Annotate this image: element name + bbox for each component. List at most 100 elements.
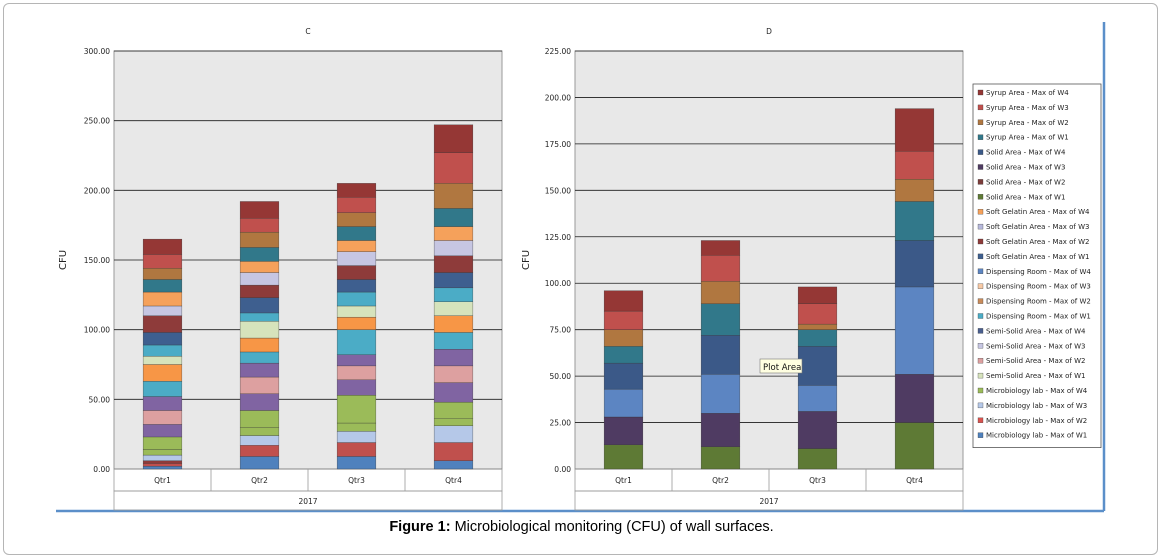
legend-swatch	[977, 194, 984, 200]
legend-entry: Syrup Area - Max of W2	[986, 119, 1069, 127]
bar-segment-c	[239, 297, 280, 314]
bar-segment-c	[239, 321, 280, 339]
bar-segment-c	[142, 315, 183, 333]
bar-segment-d	[797, 411, 838, 449]
bar-segment-c	[239, 427, 280, 436]
bar-segment-c	[336, 305, 377, 318]
y-tick-label-d: 225.00	[545, 47, 571, 56]
bar-segment-c	[336, 316, 377, 330]
x-tick-label-d: Qtr3	[809, 476, 826, 485]
bar-segment-d	[700, 335, 741, 375]
y-tick-label-d: 25.00	[550, 419, 572, 428]
bar-segment-c	[433, 301, 474, 316]
legend-swatch	[977, 402, 984, 409]
bar-segment-c	[433, 183, 474, 209]
x-tick-label-c: Qtr3	[348, 476, 365, 485]
legend-swatch	[977, 119, 984, 125]
bar-segment-c	[433, 255, 474, 273]
bar-segment-d	[797, 286, 838, 304]
y-tick-label-d: 175.00	[545, 140, 571, 149]
legend-entry: Semi-Solid Area - Max of W3	[986, 342, 1085, 350]
legend-entry: Dispensing Room - Max of W1	[986, 313, 1091, 321]
bar-segment-c	[433, 226, 474, 241]
bar-segment-c	[433, 332, 474, 350]
legend-entry: Microbiology lab - Max of W2	[986, 417, 1087, 425]
legend-entry: Dispensing Room - Max of W2	[986, 298, 1091, 306]
bar-segment-d	[700, 281, 741, 304]
bar-segment-c	[142, 410, 183, 425]
bar-segment-c	[142, 466, 183, 470]
tooltip-box	[759, 358, 803, 374]
bar-segment-c	[239, 445, 280, 457]
legend-entry: Solid Area - Max of W3	[986, 164, 1065, 172]
bar-segment-c	[433, 418, 474, 426]
y-tick-label-c: 200.00	[84, 186, 110, 195]
legend-swatch	[977, 387, 984, 394]
y-tick-label-c: 150.00	[84, 256, 110, 265]
bar-segment-c	[142, 424, 183, 438]
bar-segment-c	[239, 376, 280, 394]
bar-segment-d	[603, 444, 644, 470]
bar-segment-c	[433, 401, 474, 419]
legend-entry: Microbiology lab - Max of W1	[986, 432, 1087, 440]
legend-swatch	[977, 432, 984, 438]
y-tick-label-c: 50.00	[89, 395, 111, 404]
y-axis-label-d: CFU	[521, 250, 532, 270]
bar-segment-c	[336, 240, 377, 252]
bar-segment-c	[142, 238, 183, 255]
bar-segment-c	[336, 456, 377, 470]
bar-segment-c	[433, 425, 474, 443]
bar-segment-c	[336, 422, 377, 432]
bar-segment-c	[433, 442, 474, 461]
legend-swatch	[977, 343, 984, 349]
bar-segment-c	[239, 247, 280, 262]
bar-segment-d	[603, 388, 644, 418]
year-axis-box-c	[113, 490, 503, 511]
bar-segment-d	[894, 422, 935, 470]
bar-segment-c	[433, 349, 474, 367]
legend-entry: Solid Area - Max of W2	[986, 178, 1065, 186]
bar-segment-c	[142, 279, 183, 293]
legend-swatch	[977, 328, 984, 334]
x-tick-label-c: Qtr2	[251, 476, 268, 485]
bar-segment-c	[239, 218, 280, 233]
legend-swatch	[977, 209, 984, 215]
bar-segment-d	[797, 346, 838, 386]
y-tick-label-c: 0.00	[93, 465, 110, 474]
x-tick-label-d: Qtr2	[712, 476, 729, 485]
bar-segment-c	[336, 379, 377, 396]
legend-swatch	[977, 313, 984, 319]
x-tick-label-c: Qtr4	[445, 476, 462, 485]
legend-entry: Soft Gelatin Area - Max of W3	[986, 223, 1089, 231]
bar-segment-c	[142, 364, 183, 382]
bar-segment-d	[894, 240, 935, 288]
bar-segment-c	[336, 395, 377, 424]
legend-entry: Semi-Solid Area - Max of W1	[986, 372, 1085, 380]
legend-swatch	[977, 223, 984, 230]
bar-segment-c	[433, 365, 474, 383]
caption-text: Microbiological monitoring (CFU) of wall…	[454, 519, 774, 535]
x-axis-label-d: 2017	[759, 497, 778, 506]
legend-swatch	[977, 358, 984, 364]
legend-swatch	[977, 268, 984, 274]
bar-segment-c	[142, 291, 183, 307]
legend-entry: Solid Area - Max of W4	[986, 149, 1066, 157]
bar-segment-d	[894, 286, 935, 375]
legend-swatch	[977, 238, 984, 245]
x-axis-label-c: 2017	[298, 497, 317, 506]
legend-swatch	[977, 298, 984, 304]
bar-segment-c	[239, 410, 280, 428]
legend-swatch	[977, 179, 984, 185]
legend-entry: Microbiology lab - Max of W3	[986, 402, 1087, 410]
caption-label: Figure 1:	[389, 519, 451, 535]
bar-segment-d	[894, 201, 935, 241]
bar-segment-c	[142, 254, 183, 269]
y-tick-label-c: 100.00	[84, 326, 110, 335]
bar-segment-c	[239, 456, 280, 470]
bar-segment-c	[433, 152, 474, 184]
bar-segment-c	[336, 279, 377, 293]
legend-swatch	[977, 372, 984, 379]
legend-swatch	[977, 89, 984, 96]
bar-segment-d	[700, 240, 741, 256]
